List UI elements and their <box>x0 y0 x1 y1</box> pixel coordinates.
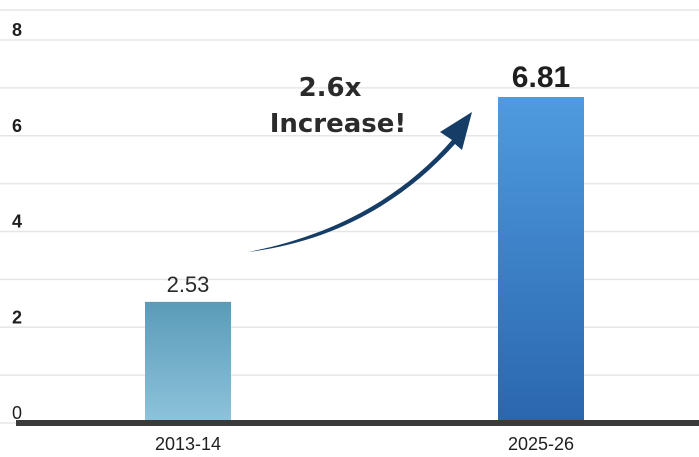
data-label: 6.81 <box>512 61 570 94</box>
x-axis-labels: 2013-14 2025-26 <box>155 434 574 454</box>
y-tick-label: 0 <box>12 403 22 423</box>
y-tick-label: 2 <box>12 307 22 327</box>
annotation-line-1: 2.6x <box>299 73 362 103</box>
x-tick-label: 2025-26 <box>508 434 574 454</box>
y-tick-label: 6 <box>12 116 22 136</box>
bar-2013-14 <box>145 301 231 423</box>
y-axis-ticks: 0 2 4 6 8 <box>12 20 22 423</box>
x-tick-label: 2013-14 <box>155 434 221 454</box>
value-labels: 2.53 6.81 <box>167 61 571 297</box>
y-tick-label: 4 <box>12 212 22 232</box>
data-label: 2.53 <box>167 272 210 297</box>
gridlines <box>0 9 699 424</box>
bar-2025-26 <box>498 96 584 423</box>
y-tick-label: 8 <box>12 20 22 40</box>
annotation-line-2: Increase! <box>270 109 407 139</box>
increase-arrow <box>248 112 472 252</box>
bars <box>145 96 584 423</box>
